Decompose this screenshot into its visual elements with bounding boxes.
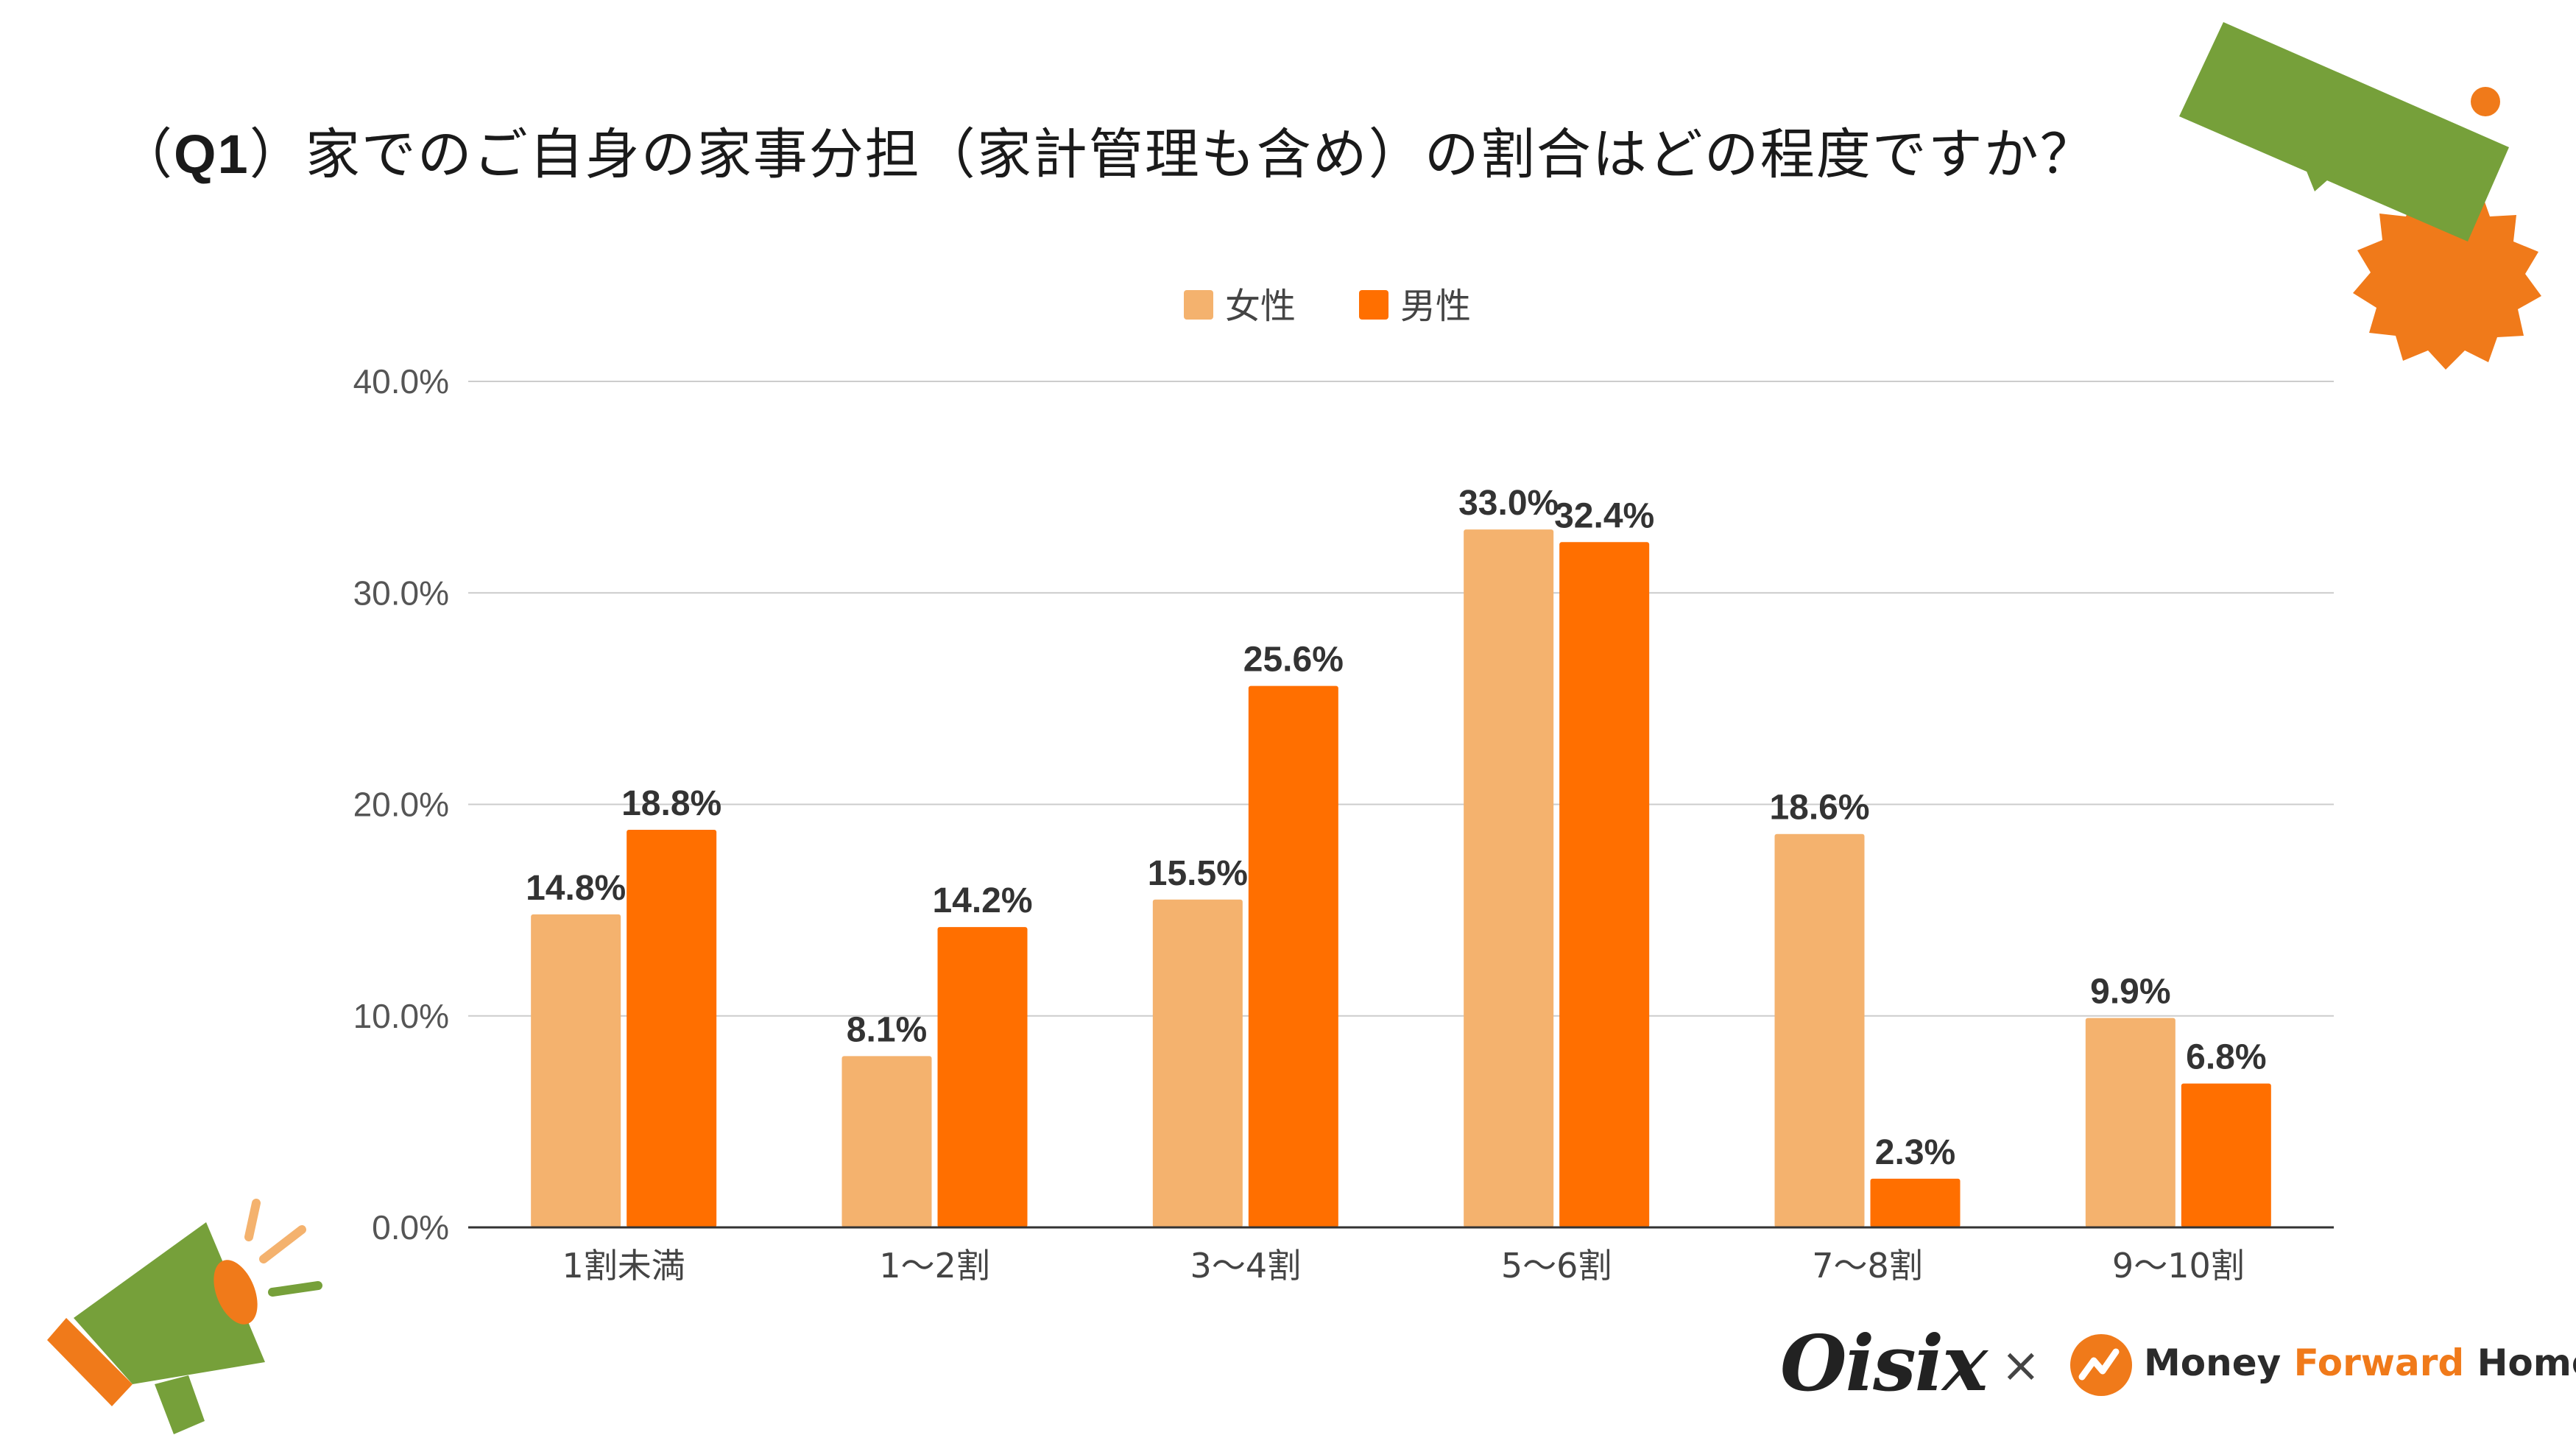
- data-label: 6.8%: [2186, 1038, 2266, 1077]
- oisix-logo: Oisix: [1780, 1318, 1988, 1409]
- dot-icon: [2471, 87, 2500, 116]
- bar-female: [1464, 529, 1554, 1227]
- bar-female: [841, 1056, 932, 1227]
- x-category-label: 1〜2割: [879, 1246, 990, 1286]
- collab-times-sign: ×: [2001, 1339, 2041, 1393]
- x-category-label: 3〜4割: [1190, 1246, 1302, 1286]
- chart-legend: 女性 男性: [1184, 286, 1471, 327]
- y-tick-label: 40.0%: [353, 362, 449, 401]
- chart-bars: 14.8% 18.8% 8.1% 14.2% 15.5% 25.6% 33.0%32.4% 1…: [526, 484, 2271, 1227]
- bar-male: [627, 829, 717, 1227]
- x-category-label: 7〜8割: [1812, 1246, 1923, 1286]
- chart-gridlines: [468, 381, 2334, 1017]
- logo-mf-home: Home: [2477, 1342, 2576, 1384]
- data-label: 25.6%: [1243, 641, 1344, 680]
- y-tick-label: 10.0%: [353, 997, 449, 1035]
- y-axis: 0.0% 10.0% 20.0% 30.0% 40.0%: [353, 362, 449, 1247]
- logo-mf-money: Money: [2144, 1342, 2294, 1384]
- title-question-number: Q1: [174, 124, 250, 185]
- bar-male: [1248, 685, 1338, 1227]
- logo-mf-forward: Forward: [2293, 1342, 2465, 1384]
- data-label: 14.2%: [932, 881, 1032, 920]
- title-text: ）家でのご自身の家事分担（家計管理も含め）の割合はどの程度ですか？: [249, 123, 2096, 186]
- legend-label-female: 女性: [1225, 286, 1296, 327]
- bar-male: [1870, 1178, 1961, 1227]
- bar-male: [1559, 542, 1650, 1227]
- y-tick-label: 0.0%: [372, 1208, 449, 1247]
- x-axis: 1割未満 1〜2割 3〜4割 5〜6割 7〜8割 9〜10割: [468, 1226, 2334, 1286]
- y-tick-label: 20.0%: [353, 786, 449, 824]
- data-label: 14.8%: [526, 869, 626, 908]
- data-label: 33.0%: [1458, 484, 1559, 523]
- x-category-label: 1割未満: [562, 1246, 685, 1286]
- speech-bubble-icon: [2179, 22, 2509, 242]
- sound-line-icon: [268, 1281, 322, 1297]
- page-title: （Q1）家でのご自身の家事分担（家計管理も含め）の割合はどの程度ですか？: [118, 110, 2096, 189]
- data-label: 18.8%: [621, 784, 721, 823]
- starburst-icon: [2353, 181, 2541, 370]
- bar-male: [937, 927, 1028, 1227]
- money-forward-home-logo: Money Forward Home: [2144, 1342, 2576, 1384]
- bar-male: [2181, 1083, 2271, 1227]
- bar-female: [2085, 1018, 2176, 1227]
- bar-female: [1152, 899, 1243, 1227]
- data-label: 15.5%: [1148, 854, 1248, 893]
- speech-banner-decoration: [2179, 22, 2541, 370]
- bar-female: [531, 914, 621, 1227]
- data-label: 32.4%: [1554, 496, 1654, 535]
- bar-female: [1774, 833, 1865, 1227]
- title-open-paren: （: [118, 123, 174, 186]
- y-tick-label: 30.0%: [353, 574, 449, 612]
- megaphone-icon: [47, 1222, 265, 1434]
- data-label: 9.9%: [2090, 973, 2170, 1012]
- legend-swatch-male: [1359, 290, 1388, 320]
- data-label: 8.1%: [847, 1010, 927, 1049]
- money-forward-logo-icon: [2070, 1334, 2132, 1396]
- legend-swatch-female: [1184, 290, 1213, 320]
- legend-label-male: 男性: [1400, 286, 1471, 327]
- data-label: 2.3%: [1875, 1133, 1955, 1172]
- x-category-label: 9〜10割: [2112, 1246, 2245, 1286]
- data-label: 18.6%: [1769, 789, 1869, 828]
- sound-lines-icon: [244, 1199, 306, 1263]
- x-category-label: 5〜6割: [1501, 1246, 1612, 1286]
- megaphone-decoration: [47, 1199, 322, 1434]
